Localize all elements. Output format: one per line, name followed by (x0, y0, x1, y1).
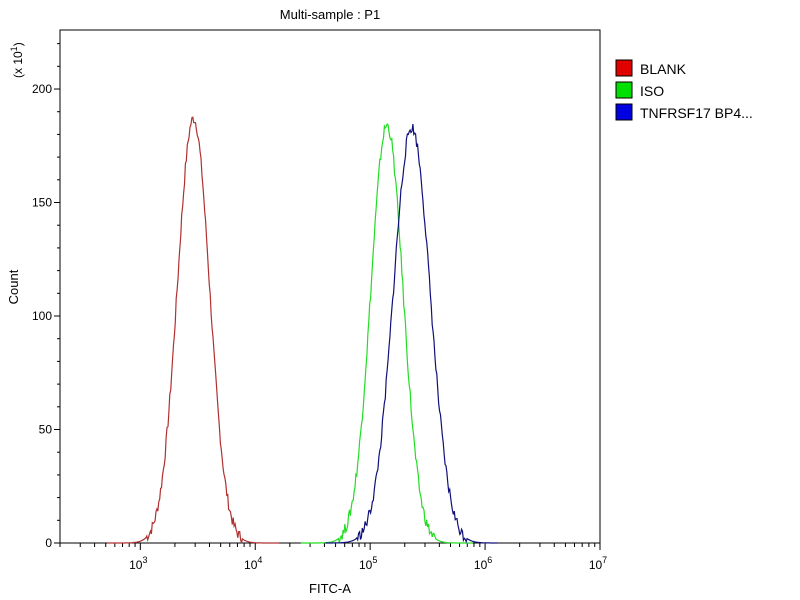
x-tick-label: 105 (359, 555, 377, 572)
legend-label: ISO (640, 83, 664, 99)
x-tick-label: 104 (244, 555, 262, 572)
x-tick-label: 107 (589, 555, 607, 572)
y-tick-label: 0 (45, 536, 52, 550)
legend-label: TNFRSF17 BP4... (640, 105, 753, 121)
y-axis: 0 50 100 150 200 (32, 43, 60, 550)
x-tick-label: 103 (129, 555, 147, 572)
x-axis-label: FITC-A (309, 581, 351, 596)
chart-title: Multi-sample : P1 (280, 7, 380, 22)
legend-swatch (615, 103, 633, 121)
y-axis-label: Count (6, 269, 21, 304)
y-tick-label: 150 (32, 196, 52, 210)
y-tick-label: 50 (39, 423, 53, 437)
y-tick-label: 100 (32, 309, 52, 323)
y-axis-multiplier: (x 101) (9, 42, 25, 78)
legend-swatch (615, 59, 633, 77)
legend-label: BLANK (640, 61, 687, 77)
series-layer (107, 116, 498, 544)
svg-text:(x 101): (x 101) (9, 42, 25, 78)
legend-swatch (615, 81, 633, 99)
series-line-iso (300, 123, 473, 544)
series-line-tnfrsf17-bp4 (325, 124, 498, 544)
series-line-blank (107, 116, 280, 544)
x-tick-label: 106 (474, 555, 492, 572)
legend: BLANK ISO TNFRSF17 BP4... (615, 59, 753, 121)
plot-area (59, 29, 601, 544)
y-tick-label: 200 (32, 82, 52, 96)
x-axis: 103 104 105 106 107 (59, 543, 607, 572)
